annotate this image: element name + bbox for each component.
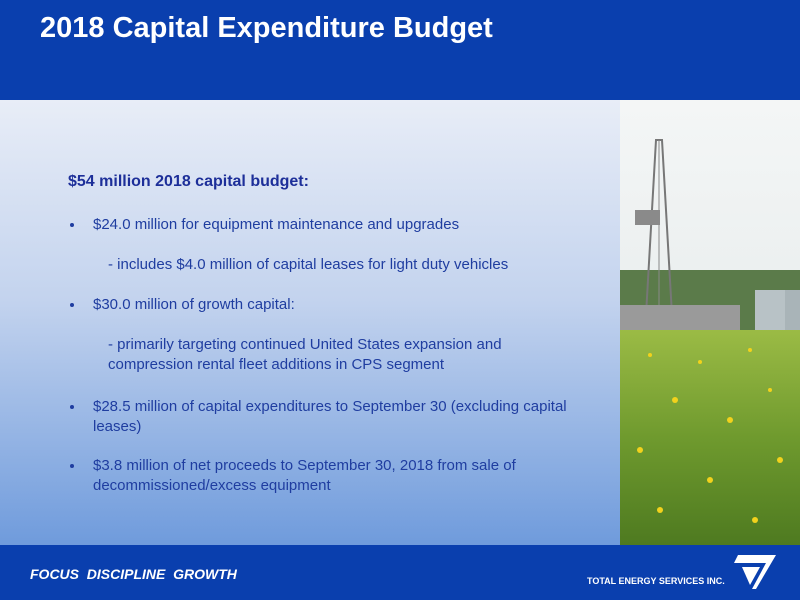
section-heading: $54 million 2018 capital budget: [68, 173, 309, 190]
tagline: FOCUS DISCIPLINE GROWTH [30, 566, 237, 582]
footer-band: FOCUS DISCIPLINE GROWTH TOTAL ENERGY SER… [0, 545, 800, 600]
slide-title: 2018 Capital Expenditure Budget [40, 12, 493, 44]
bullet-item: $3.8 million of net proceeds to Septembe… [70, 456, 578, 496]
bullet-item: $30.0 million of growth capital: [70, 295, 578, 315]
sub-item: - includes $4.0 million of capital lease… [108, 256, 509, 273]
bullet-item: $28.5 million of capital expenditures to… [70, 397, 578, 437]
logo [734, 555, 776, 589]
bullet-item: $24.0 million for equipment maintenance … [70, 215, 578, 235]
sub-item: - primarily targeting continued United S… [108, 336, 502, 373]
photo [620, 100, 800, 545]
content-panel [0, 100, 620, 545]
header-band: 2018 Capital Expenditure Budget [0, 0, 800, 100]
company-name: TOTAL ENERGY SERVICES INC. [587, 576, 725, 586]
